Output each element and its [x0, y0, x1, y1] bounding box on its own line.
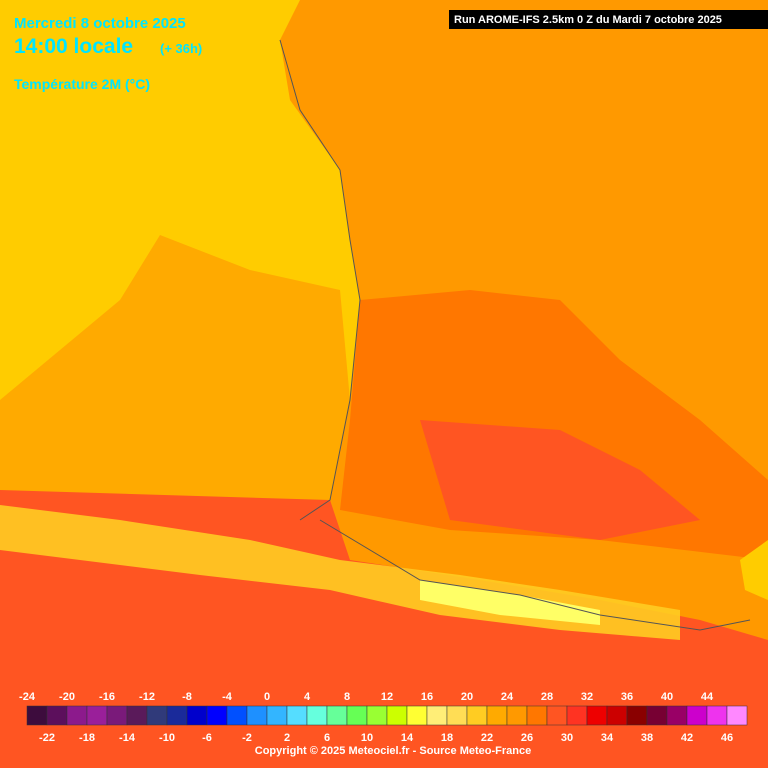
scale-label: 34	[601, 732, 614, 744]
color-swatch	[606, 705, 628, 726]
scale-label: 28	[541, 691, 553, 703]
scale-label: -12	[139, 691, 155, 703]
color-swatch	[386, 705, 408, 726]
time: 14:00 locale	[14, 35, 133, 58]
field-name: Température 2M (°C)	[14, 76, 150, 92]
high-peaks	[420, 580, 600, 625]
color-swatch	[366, 705, 388, 726]
scale-label: -24	[19, 691, 36, 703]
copyright: Copyright © 2025 Meteociel.fr - Source M…	[255, 745, 531, 757]
border-line	[319, 519, 751, 631]
color-swatch	[686, 705, 708, 726]
hot-area	[420, 420, 700, 540]
scale-label: 22	[481, 732, 493, 744]
lead-time: (+ 36h)	[160, 41, 202, 56]
scale-label: 32	[581, 691, 593, 703]
scale-label: 12	[381, 691, 393, 703]
scale-label: -14	[119, 732, 136, 744]
color-swatch	[226, 705, 248, 726]
color-swatch	[266, 705, 288, 726]
color-swatch	[726, 705, 748, 726]
color-swatch	[46, 705, 68, 726]
color-swatch	[486, 705, 508, 726]
scale-label: 20	[461, 691, 473, 703]
color-swatch	[186, 705, 208, 726]
color-swatch	[26, 705, 48, 726]
color-swatch	[446, 705, 468, 726]
color-swatch	[306, 705, 328, 726]
date: Mercredi 8 octobre 2025	[14, 15, 186, 32]
scale-label: 14	[401, 732, 414, 744]
color-swatch	[466, 705, 488, 726]
scale-label: -22	[39, 732, 55, 744]
color-swatch	[66, 705, 88, 726]
scale-label: 4	[304, 691, 311, 703]
color-swatch	[246, 705, 268, 726]
scale-label: 36	[621, 691, 633, 703]
color-swatch	[706, 705, 728, 726]
color-swatch	[126, 705, 148, 726]
color-swatch	[646, 705, 668, 726]
scale-label: 30	[561, 732, 573, 744]
color-swatch	[86, 705, 108, 726]
scale-label: -6	[202, 732, 212, 744]
color-swatch	[546, 705, 568, 726]
color-swatch	[426, 705, 448, 726]
scale-label: -18	[79, 732, 95, 744]
scale-label: 2	[284, 732, 290, 744]
run-banner	[449, 10, 768, 29]
scale-label: -20	[59, 691, 75, 703]
sea-south	[0, 235, 350, 525]
scale-label: 10	[361, 732, 373, 744]
scale-label: 38	[641, 732, 653, 744]
scale-label: 44	[701, 691, 714, 703]
color-swatch	[346, 705, 368, 726]
color-swatch	[626, 705, 648, 726]
mediterranean	[740, 540, 768, 600]
color-swatch	[146, 705, 168, 726]
scale-label: -8	[182, 691, 192, 703]
color-swatch	[106, 705, 128, 726]
scale-label: 46	[721, 732, 733, 744]
color-swatch	[406, 705, 428, 726]
run-info: Run AROME-IFS 2.5km 0 Z du Mardi 7 octob…	[454, 14, 722, 26]
scale-label: 16	[421, 691, 433, 703]
color-swatch	[586, 705, 608, 726]
color-swatch	[666, 705, 688, 726]
scale-label: -10	[159, 732, 175, 744]
color-scale: -24-22-20-18-16-14-12-10-8-6-4-202468101…	[19, 691, 748, 744]
scale-label: -16	[99, 691, 115, 703]
scale-label: 40	[661, 691, 673, 703]
color-swatch	[166, 705, 188, 726]
coastline	[279, 39, 361, 521]
color-swatch	[526, 705, 548, 726]
scale-label: 6	[324, 732, 330, 744]
color-swatch	[286, 705, 308, 726]
color-swatch	[206, 705, 228, 726]
scale-label: 18	[441, 732, 453, 744]
scale-label: -2	[242, 732, 252, 744]
color-swatch	[326, 705, 348, 726]
color-swatch	[506, 705, 528, 726]
scale-label: 8	[344, 691, 350, 703]
color-swatch	[566, 705, 588, 726]
scale-label: 42	[681, 732, 693, 744]
scale-label: -4	[222, 691, 233, 703]
scale-label: 26	[521, 732, 533, 744]
scale-label: 0	[264, 691, 270, 703]
scale-label: 24	[501, 691, 514, 703]
